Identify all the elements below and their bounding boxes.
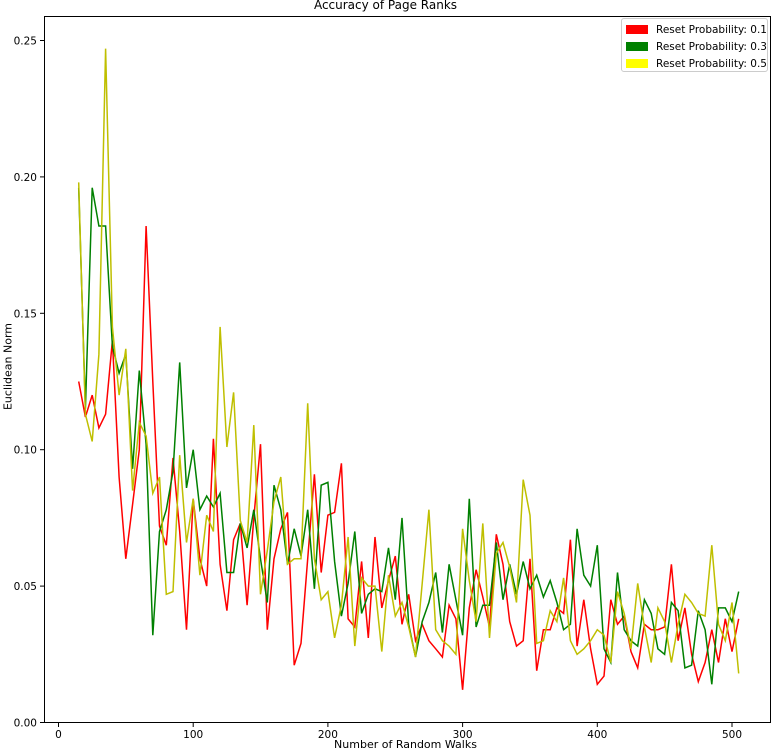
legend-label: Reset Probability: 0.1 — [656, 23, 767, 36]
x-tick-label: 500 — [722, 729, 742, 741]
y-tick-label: 0.15 — [14, 308, 37, 320]
plot-lines — [77, 48, 740, 690]
x-axis-ticks: 0 100 200 300 400 500 — [55, 723, 742, 741]
y-tick-label: 0.10 — [14, 445, 37, 457]
x-axis-label: Number of Random Walks — [334, 738, 477, 751]
x-tick-label: 400 — [587, 729, 607, 741]
legend-swatch-red — [626, 25, 648, 34]
x-tick-label: 100 — [183, 729, 203, 741]
legend-item-1: Reset Probability: 0.3 — [622, 39, 767, 54]
y-tick-label: 0.00 — [14, 718, 37, 730]
legend-swatch-green — [626, 42, 648, 51]
y-tick-label: 0.05 — [14, 581, 37, 593]
legend-item-0: Reset Probability: 0.1 — [622, 22, 767, 37]
legend-swatch-yellow — [626, 59, 648, 68]
x-tick-label: 0 — [55, 729, 62, 741]
x-tick-label: 300 — [453, 729, 473, 741]
chart-title: Accuracy of Page Ranks — [313, 0, 458, 12]
x-tick-label: 200 — [318, 729, 338, 741]
y-axis-label: Euclidean Norm — [1, 322, 15, 411]
legend-item-2: Reset Probability: 0.5 — [622, 56, 767, 71]
legend-label: Reset Probability: 0.5 — [656, 57, 767, 70]
y-tick-label: 0.25 — [14, 36, 37, 48]
series-line-2 — [77, 48, 740, 674]
legend: Reset Probability: 0.1 Reset Probability… — [621, 18, 768, 72]
y-axis-ticks: 0.00 0.05 0.10 0.15 0.20 0.25 — [14, 36, 44, 730]
y-tick-label: 0.20 — [14, 172, 37, 184]
legend-label: Reset Probability: 0.3 — [656, 40, 767, 53]
series-line-1 — [77, 187, 740, 685]
